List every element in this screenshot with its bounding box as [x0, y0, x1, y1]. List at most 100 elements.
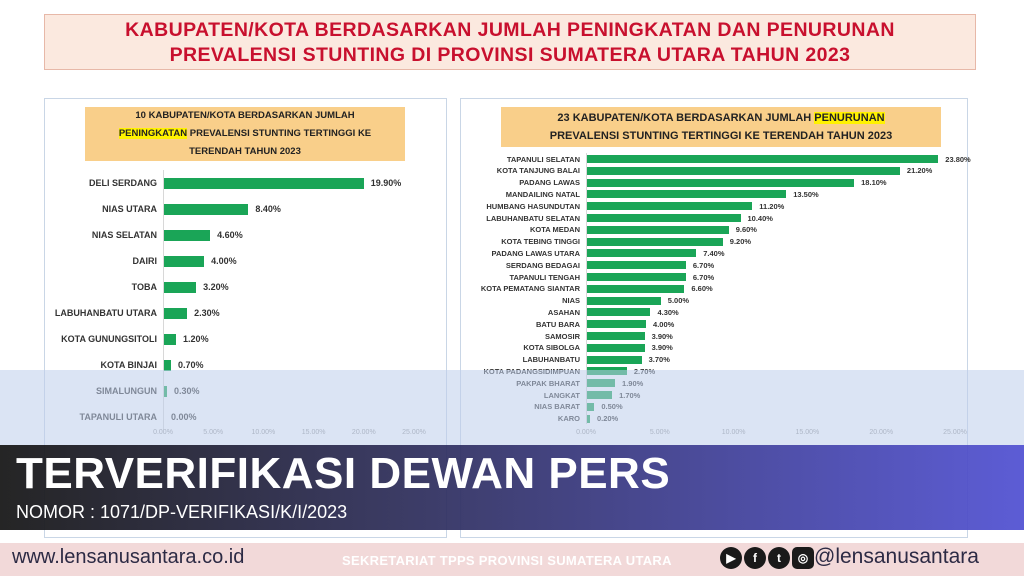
value-label: 4.00% [211, 255, 237, 266]
category-label: KOTA PEMATANG SIANTAR [480, 284, 580, 294]
main-title-line1: KABUPATEN/KOTA BERDASARKAN JUMLAH PENING… [125, 19, 895, 41]
bar [587, 296, 661, 305]
category-label: LABUHANBATU SELATAN [486, 213, 580, 223]
decrease-chart-title: 23 KABUPATEN/KOTA BERDASARKAN JUMLAH PEN… [501, 107, 941, 147]
chart-title-text: PREVALENSI STUNTING TERTINGGI KE [189, 128, 372, 139]
category-label: HUMBANG HASUNDUTAN [486, 201, 580, 211]
bar [587, 284, 685, 293]
bar [164, 307, 188, 319]
bar [164, 203, 249, 215]
overlay-tint [0, 370, 1024, 445]
category-label: NIAS UTARA [102, 203, 157, 214]
bar [587, 202, 753, 211]
value-label: 4.30% [657, 307, 679, 317]
highlight-word: PENURUNAN [814, 112, 885, 124]
category-label: LABUHANBATU [522, 355, 580, 365]
category-label: DAIRI [132, 255, 158, 266]
main-title: KABUPATEN/KOTA BERDASARKAN JUMLAH PENING… [44, 14, 976, 70]
value-label: 10.40% [747, 213, 773, 223]
category-label: SAMOSIR [544, 331, 580, 341]
bar [164, 281, 197, 293]
value-label: 23.80% [945, 154, 971, 164]
chart-title-text: 23 KABUPATEN/KOTA BERDASARKAN JUMLAH [557, 112, 812, 124]
category-label: TAPANULI TENGAH [509, 272, 580, 282]
value-label: 3.70% [648, 355, 670, 365]
category-label: KOTA GUNUNGSITOLI [61, 333, 157, 344]
value-label: 9.20% [729, 237, 752, 247]
bar [587, 166, 900, 175]
chart-title-line: TERENDAH TAHUN 2023 [189, 146, 301, 157]
bar [587, 261, 686, 270]
value-label: 2.30% [194, 307, 220, 318]
secretariat-label: SEKRETARIAT TPPS PROVINSI SUMATERA UTARA [342, 553, 672, 568]
chart-title-line: 10 KABUPATEN/KOTA BERDASARKAN JUMLAH [135, 110, 355, 121]
chart-title-line: PENINGKATAN PREVALENSI STUNTING TERTINGG… [85, 125, 405, 143]
category-label: MANDAILING NATAL [505, 189, 580, 199]
bar [164, 255, 205, 267]
bar [164, 359, 172, 371]
bar [587, 178, 855, 187]
value-label: 4.60% [217, 229, 243, 240]
value-label: 3.90% [651, 331, 673, 341]
value-label: 19.90% [370, 177, 402, 188]
bar [587, 273, 686, 281]
banner-title: TERVERIFIKASI DEWAN PERS [16, 449, 671, 498]
value-label: 6.60% [691, 284, 713, 294]
value-label: 1.20% [183, 333, 209, 344]
category-label: KOTA MEDAN [530, 225, 580, 235]
bar [587, 237, 723, 246]
increase-chart-title: 10 KABUPATEN/KOTA BERDASARKAN JUMLAH PEN… [85, 107, 405, 161]
value-label: 11.20% [759, 201, 785, 211]
bar [587, 355, 642, 364]
bar [587, 308, 651, 317]
category-label: TOBA [131, 281, 157, 292]
category-label: KOTA BINJAI [100, 359, 157, 370]
youtube-icon[interactable]: ▶ [720, 547, 742, 569]
bar [587, 249, 697, 258]
chart-title-line: 23 KABUPATEN/KOTA BERDASARKAN JUMLAH PEN… [501, 109, 941, 127]
bar [587, 214, 741, 222]
category-label: PADANG LAWAS [519, 178, 580, 188]
value-label: 6.70% [692, 260, 715, 270]
category-label: KOTA TANJUNG BALAI [496, 166, 580, 176]
category-label: ASAHAN [547, 307, 580, 317]
value-label: 3.20% [203, 281, 229, 292]
value-label: 21.20% [906, 166, 933, 176]
verification-banner: TERVERIFIKASI DEWAN PERS NOMOR : 1071/DP… [0, 445, 1024, 530]
category-label: SERDANG BEDAGAI [505, 260, 580, 270]
footer: www.lensanusantara.co.id SEKRETARIAT TPP… [0, 543, 1024, 576]
bar [587, 343, 645, 352]
value-label: 8.40% [255, 203, 281, 214]
banner-subtitle: NOMOR : 1071/DP-VERIFIKASI/K/I/2023 [16, 502, 348, 522]
value-label: 0.70% [178, 359, 204, 370]
value-label: 3.90% [651, 343, 673, 353]
bar [164, 229, 211, 241]
twitter-icon[interactable]: t [768, 547, 790, 569]
social-handle[interactable]: @lensanusantara [814, 545, 979, 568]
category-label: KOTA TEBING TINGGI [501, 237, 580, 247]
category-label: NIAS [562, 296, 580, 306]
value-label: 18.10% [861, 178, 887, 188]
website-link[interactable]: www.lensanusantara.co.id [12, 546, 245, 568]
value-label: 4.00% [653, 319, 675, 329]
value-label: 7.40% [703, 248, 725, 258]
category-label: PADANG LAWAS UTARA [491, 248, 580, 258]
category-label: DELI SERDANG [88, 177, 157, 188]
category-label: BATU BARA [535, 319, 580, 329]
category-label: LABUHANBATU UTARA [54, 307, 157, 318]
bar [164, 177, 364, 189]
chart-title-line: PREVALENSI STUNTING TERTINGGI KE TERENDA… [549, 130, 893, 142]
category-label: KOTA SIBOLGA [523, 343, 580, 353]
instagram-icon[interactable]: ◎ [792, 547, 814, 569]
value-label: 9.60% [735, 225, 757, 235]
y-axis-line [586, 153, 587, 425]
bar [164, 333, 177, 345]
category-label: NIAS SELATAN [91, 229, 157, 240]
bar [587, 332, 645, 340]
category-label: TAPANULI SELATAN [506, 154, 580, 164]
value-label: 5.00% [667, 296, 690, 306]
facebook-icon[interactable]: f [744, 547, 766, 569]
social-icons: ▶ f t ◎ [720, 547, 814, 569]
bar [587, 225, 729, 234]
value-label: 13.50% [793, 189, 819, 199]
